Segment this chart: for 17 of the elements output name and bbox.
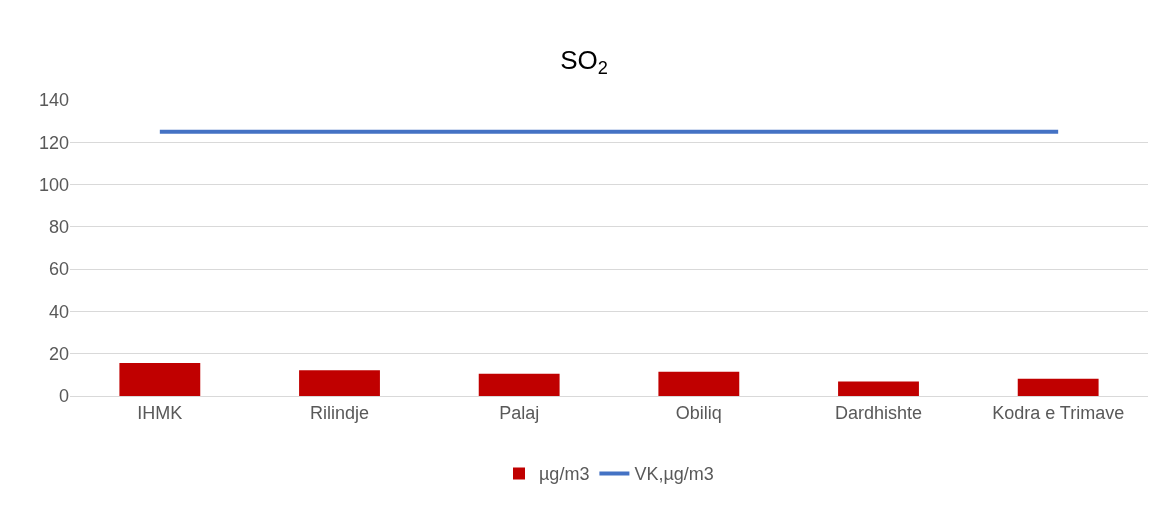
y-tick-label: 0 [58, 386, 69, 407]
chart-title: SO$_{2}$ [560, 44, 608, 79]
x-tick-label: Palaj [499, 402, 540, 423]
legend-label: VK,µg/m3 [634, 464, 714, 485]
y-tick-label: 40 [48, 301, 69, 322]
y-tick-label: 80 [48, 217, 69, 238]
y-tick-label: 120 [38, 132, 69, 153]
y-tick-label: 60 [48, 259, 69, 280]
x-tick-label: IHMK [137, 402, 183, 423]
x-tick-label: Rilindje [309, 402, 370, 423]
y-tick-label: 20 [48, 344, 69, 365]
y-tick-label: 100 [38, 174, 69, 195]
x-tick-label: Dardhishte [834, 402, 923, 423]
legend-label: µg/m3 [539, 464, 590, 485]
y-tick-label: 140 [38, 90, 69, 111]
x-tick-label: Kodra e Trimave [992, 402, 1125, 423]
x-tick-label: Obiliq [675, 402, 722, 423]
